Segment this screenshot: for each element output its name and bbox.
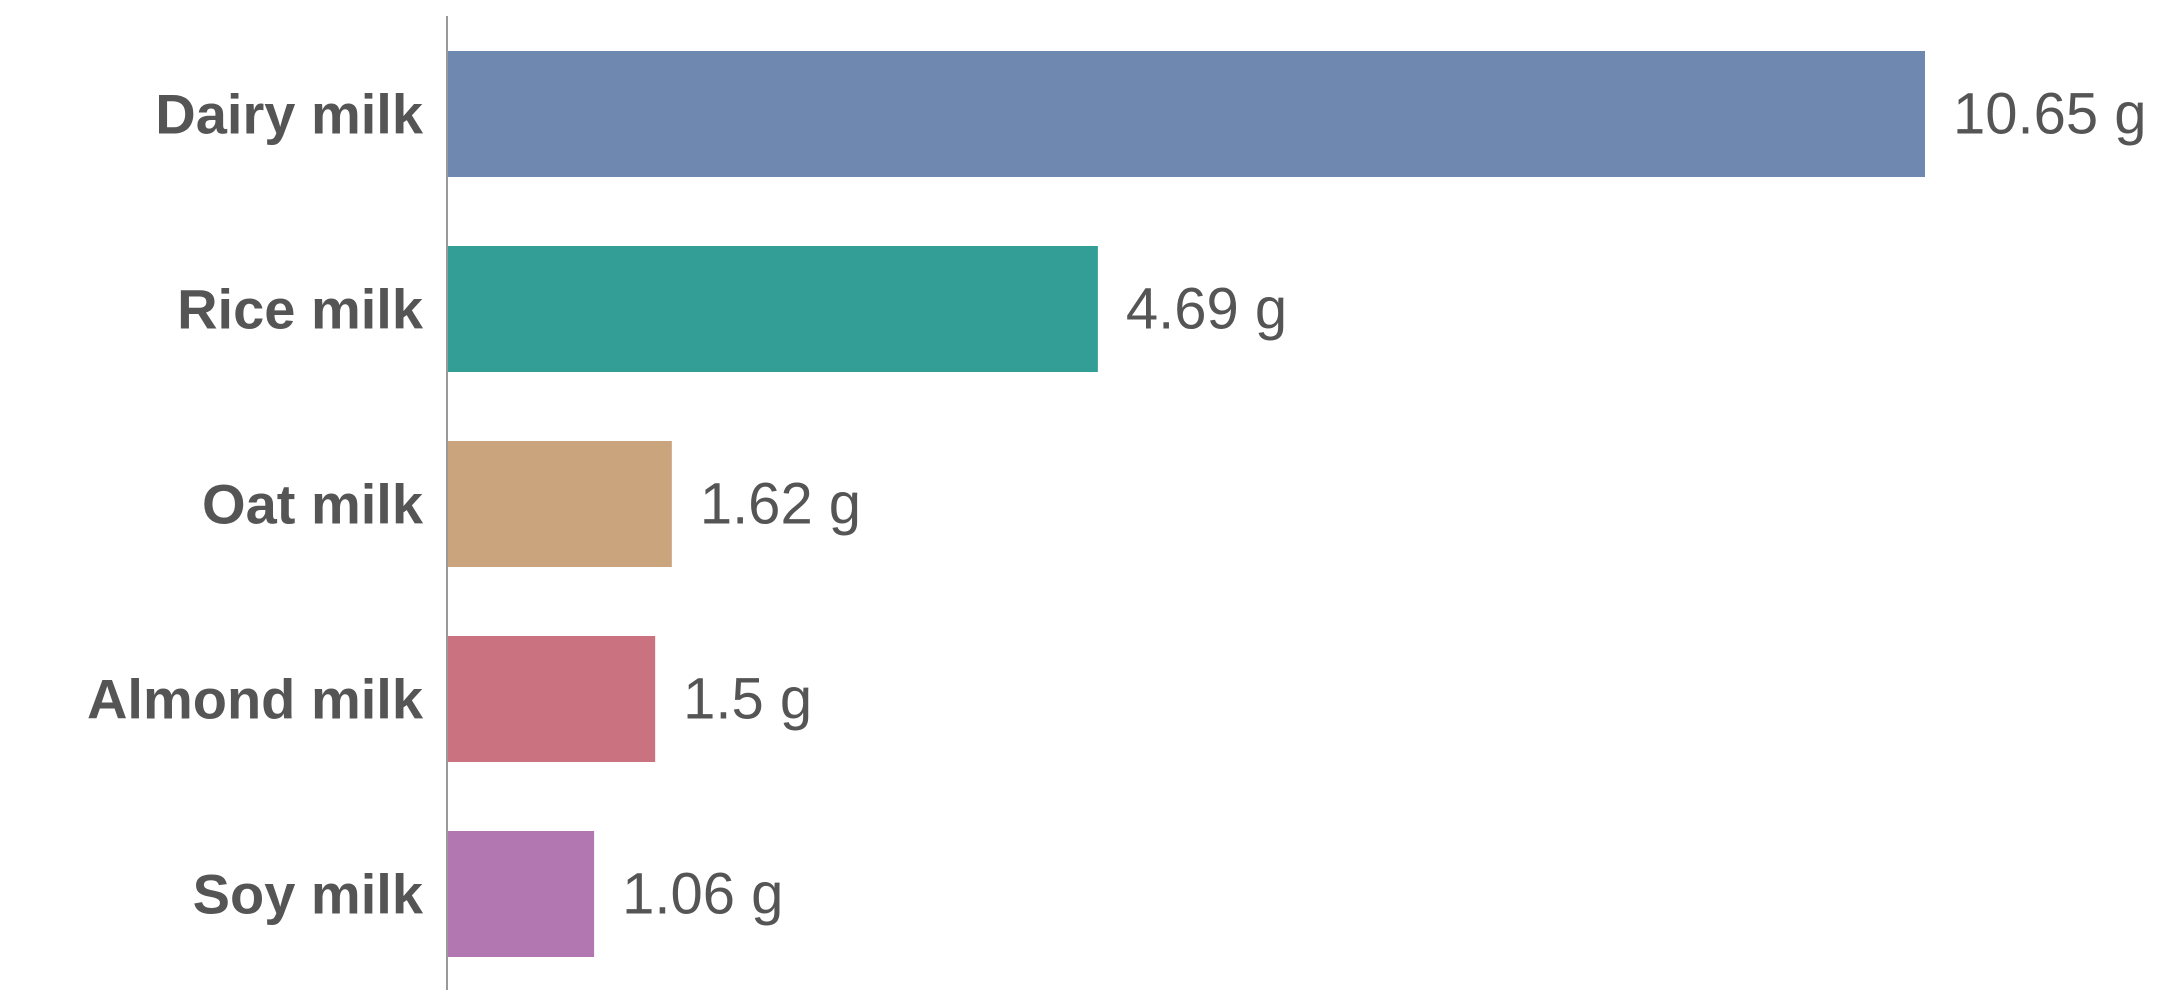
value-label-rice-milk: 4.69 g	[1126, 277, 1287, 342]
value-label-oat-milk: 1.62 g	[700, 472, 861, 537]
category-label-dairy-milk: Dairy milk	[155, 83, 424, 146]
category-labels: Dairy milk Rice milk Oat milk Almond milk So…	[87, 83, 424, 926]
bar-rice-milk	[447, 246, 1098, 372]
value-label-soy-milk: 1.06 g	[622, 862, 783, 927]
bar-soy-milk	[447, 831, 595, 957]
value-label-dairy-milk: 10.65 g	[1953, 82, 2147, 147]
value-label-almond-milk: 1.5 g	[683, 667, 812, 732]
bar-oat-milk	[447, 441, 672, 567]
value-labels: 10.65 g 4.69 g 1.62 g 1.5 g 1.06 g	[622, 82, 2146, 927]
bar-dairy-milk	[447, 51, 1925, 177]
category-label-almond-milk: Almond milk	[87, 668, 424, 731]
category-label-rice-milk: Rice milk	[177, 278, 424, 341]
bars-group	[447, 51, 1925, 957]
bar-almond-milk	[447, 636, 656, 762]
category-label-oat-milk: Oat milk	[202, 473, 424, 536]
category-label-soy-milk: Soy milk	[193, 863, 424, 926]
